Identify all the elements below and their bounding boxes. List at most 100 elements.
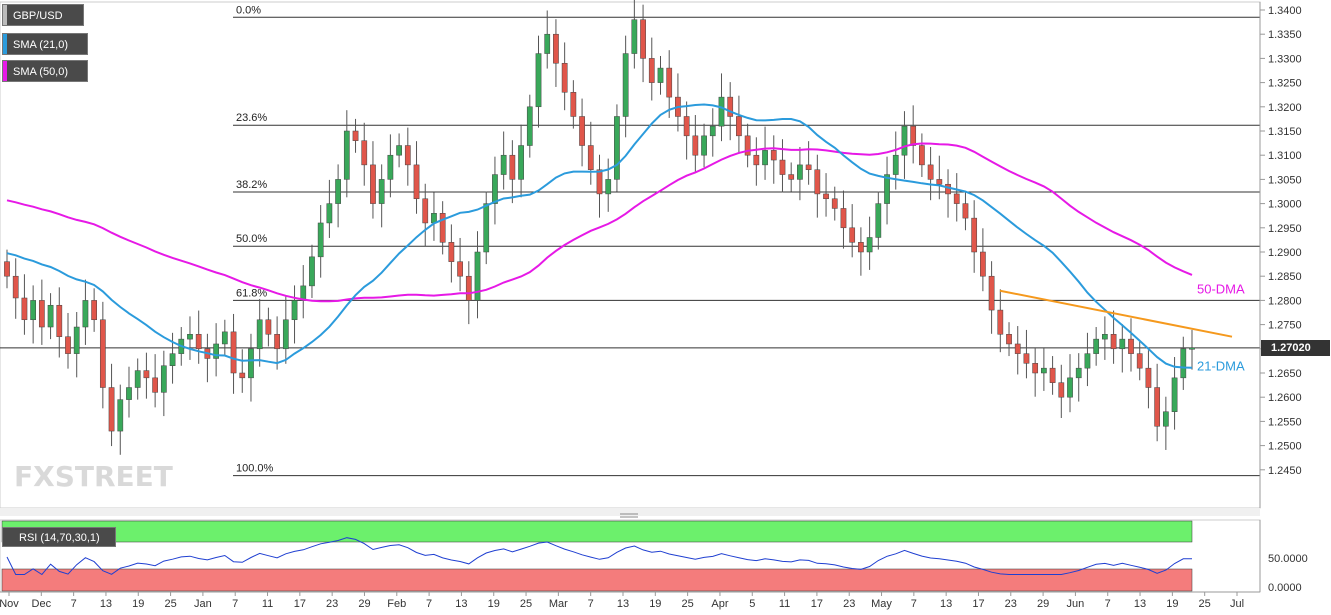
date-tick-label: 7	[1105, 598, 1111, 610]
date-tick-label: 19	[132, 598, 144, 610]
candle-body	[361, 140, 368, 166]
candle-body	[91, 300, 97, 321]
candle	[230, 313, 237, 394]
candle-body	[1189, 347, 1195, 350]
candle-body	[396, 145, 402, 156]
candle	[65, 312, 71, 369]
candle	[1180, 336, 1187, 390]
price-tick-label: 1.2800	[1268, 295, 1302, 307]
candle	[640, 4, 646, 83]
candle-body	[875, 203, 882, 238]
candle-body	[221, 331, 228, 345]
legend-sma21[interactable]: SMA (21,0)	[2, 33, 88, 55]
fib-level-label: 61.8%	[236, 287, 267, 299]
ma-annotations: 50-DMA 21-DMA	[1197, 281, 1245, 373]
candle-body	[152, 377, 158, 393]
candle-body	[422, 198, 429, 224]
candle	[352, 118, 359, 153]
date-tick-label: Jan	[194, 598, 212, 610]
candle	[666, 50, 673, 118]
legend-sma50[interactable]: SMA (50,0)	[2, 60, 88, 82]
candle	[692, 115, 699, 174]
candle-body	[648, 58, 655, 83]
candle	[317, 205, 324, 278]
candle-body	[465, 275, 472, 301]
candle-body	[901, 125, 908, 156]
candle	[134, 358, 141, 400]
date-tick-label: 19	[649, 598, 661, 610]
candle-body	[614, 116, 620, 180]
candle-body	[82, 300, 89, 328]
rsi-oversold-zone	[1, 568, 1193, 592]
candle-body	[195, 334, 202, 350]
candle	[56, 287, 63, 358]
date-tick-label: 13	[940, 598, 952, 610]
candle-body	[744, 135, 751, 156]
price-tick-label: 1.2650	[1268, 368, 1302, 380]
candle-body	[640, 19, 646, 59]
candle	[326, 179, 333, 238]
candle	[736, 95, 742, 154]
fibonacci-levels: 0.0% 23.6% 38.2% 50.0% 61.8% 100.0%	[0, 4, 1260, 477]
candle-body	[1171, 377, 1178, 412]
candle	[457, 237, 463, 292]
sma50-line	[6, 142, 1193, 303]
candle	[919, 133, 925, 177]
fib-level-label: 38.2%	[236, 179, 267, 191]
price-tick-label: 1.3150	[1268, 126, 1302, 138]
candle-body	[1128, 338, 1134, 354]
candle	[143, 352, 150, 399]
candle-body	[1180, 348, 1187, 379]
candle	[370, 141, 376, 219]
candle-body	[962, 203, 969, 219]
candle	[579, 98, 585, 167]
candle	[587, 121, 594, 185]
candle-body	[892, 154, 899, 175]
candle	[657, 55, 664, 95]
date-tick-label: 13	[1134, 598, 1146, 610]
price-tick-label: 1.3350	[1268, 29, 1302, 41]
candle	[1128, 318, 1134, 372]
candle	[282, 296, 289, 364]
candle-body	[99, 319, 106, 388]
date-tick-label: 5	[749, 598, 755, 610]
candle	[213, 323, 219, 377]
candle-body	[335, 179, 341, 204]
candle-body	[30, 300, 37, 321]
candle-body	[683, 116, 690, 137]
candle	[953, 173, 960, 222]
candle	[248, 333, 254, 402]
candle	[570, 80, 577, 129]
candle	[884, 156, 890, 225]
candle	[814, 154, 821, 218]
candle-body	[448, 242, 455, 262]
candle-body	[73, 326, 80, 354]
candle-body	[413, 164, 420, 200]
date-tick-label: 7	[232, 598, 238, 610]
candle-body	[587, 145, 594, 170]
candle-body	[1136, 353, 1143, 369]
candle	[404, 127, 411, 186]
price-tick-label: 1.3400	[1268, 5, 1302, 17]
candle-body	[727, 96, 734, 117]
rsi-legend[interactable]: RSI (14,70,30,1)	[2, 527, 116, 547]
date-tick-label: Jul	[1230, 598, 1244, 610]
date-tick-label: 7	[71, 598, 77, 610]
candle	[4, 249, 10, 289]
candle	[12, 258, 19, 319]
candle-body	[213, 343, 219, 359]
candle	[709, 108, 716, 157]
fib-level-label: 50.0%	[236, 233, 267, 245]
price-tick-label: 1.2750	[1268, 320, 1302, 332]
legend-gbpusd[interactable]: GBP/USD	[2, 4, 84, 26]
candle	[1023, 329, 1030, 379]
candle-body	[805, 164, 812, 170]
candle-body	[971, 217, 978, 253]
date-tick-label: 13	[100, 598, 112, 610]
candle	[335, 164, 341, 228]
candle	[500, 131, 507, 190]
legend-label: SMA (50,0)	[13, 66, 69, 78]
candle-body	[1041, 367, 1047, 374]
date-tick-label: 7	[911, 598, 917, 610]
candle	[1014, 326, 1021, 375]
